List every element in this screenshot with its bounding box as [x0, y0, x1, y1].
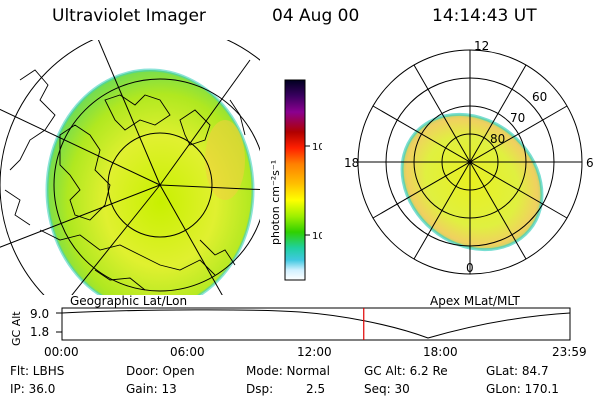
- door-readout: Door: Open: [126, 364, 195, 378]
- colorbar-tick-100: 100: [312, 142, 322, 153]
- mlt-grid: [358, 50, 582, 274]
- glon-readout: GLon: 170.1: [486, 382, 559, 396]
- dsp-value: 2.5: [306, 382, 326, 396]
- orbit-xtick-0000: 00:00: [44, 345, 79, 359]
- aurora-image-right: [402, 114, 542, 250]
- mlt-label-6: 6: [586, 156, 594, 170]
- orbit-xtick-1200: 12:00: [297, 345, 332, 359]
- time-label: 14:14:43 UT: [432, 6, 537, 26]
- glat-readout: GLat: 84.7: [486, 364, 549, 378]
- orbit-altitude-plot: GC Alt 9.0 1.8: [10, 307, 571, 346]
- colorbar-unit-label: photon cm⁻²s⁻¹: [269, 160, 282, 245]
- mlt-label-18: 18: [344, 156, 359, 170]
- latitude-grid: [0, 40, 260, 295]
- orbit-xtick-2359: 23:59: [552, 345, 587, 359]
- gain-readout: Gain: 13: [126, 382, 177, 396]
- orbit-frame: [61, 307, 571, 341]
- filter-readout: Flt: LBHS: [10, 364, 65, 378]
- coastlines: [4, 69, 246, 291]
- mlt-label-12: 12: [474, 40, 489, 53]
- magnetic-polar-plot: 12 18 6 0 60 70 80: [344, 40, 594, 275]
- mlat-label-70: 70: [510, 111, 525, 125]
- ip-readout: IP: 36.0: [10, 382, 56, 396]
- orbit-xtick-0600: 06:00: [170, 345, 205, 359]
- dsp-label: Dsp:: [246, 382, 274, 396]
- orbit-ylabel: GC Alt: [10, 311, 23, 346]
- aurora-image-left: [47, 70, 253, 295]
- colorbar-tick-10: 10: [312, 231, 322, 242]
- left-panel-label: Geographic Lat/Lon: [70, 294, 188, 308]
- mlat-label-80: 80: [490, 132, 505, 146]
- right-panel-label: Apex MLat/MLT: [430, 294, 520, 308]
- orbit-ytick-min: 1.8: [30, 325, 49, 339]
- color-scale: 100 10 photon cm⁻²s⁻¹: [269, 79, 322, 281]
- gc-alt-readout: GC Alt: 6.2 Re: [364, 364, 448, 378]
- orbit-ytick-max: 9.0: [30, 307, 49, 321]
- seq-readout: Seq: 30: [364, 382, 410, 396]
- mlt-label-0: 0: [466, 261, 474, 275]
- color-bar: [284, 79, 306, 281]
- mlat-label-60: 60: [532, 90, 547, 104]
- date-label: 04 Aug 00: [272, 6, 360, 26]
- mode-readout: Mode: Normal: [246, 364, 330, 378]
- orbit-altitude-curve: [61, 309, 571, 339]
- instrument-title: Ultraviolet Imager: [52, 6, 206, 26]
- orbit-xtick-1800: 18:00: [423, 345, 458, 359]
- geographic-map: [0, 40, 260, 295]
